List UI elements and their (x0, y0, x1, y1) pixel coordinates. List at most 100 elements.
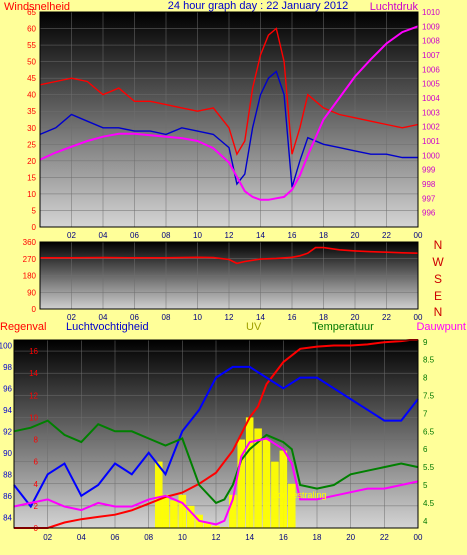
right-tick-label: 1003 (422, 108, 440, 117)
panel-multi: 0246810121416848688909294969810044.555.5… (0, 321, 466, 542)
left-tick-label: 55 (27, 41, 36, 50)
series-line-regenval (14, 339, 418, 529)
plot-border-1 (39, 11, 419, 228)
right-tick-label: 1009 (422, 22, 440, 31)
uv-bar (254, 428, 262, 528)
label-temperatuur: Temperatuur (312, 321, 374, 333)
left-tick-label: 5 (32, 206, 37, 215)
vocht-tick-label: 90 (3, 449, 12, 458)
series-3 (13, 339, 419, 529)
right-tick-label: 997 (422, 194, 436, 203)
x-tick-label: 12 (225, 313, 234, 322)
left-tick-label: 15 (27, 173, 36, 182)
regen-tick-label: 12 (29, 391, 38, 400)
uv-bar (237, 439, 246, 528)
x-tick-label: 14 (245, 533, 254, 542)
x-tick-label: 08 (144, 533, 153, 542)
ticks-3: 0246810121416848688909294969810044.555.5… (0, 338, 435, 542)
plot-border-3 (13, 339, 419, 529)
vocht-tick-label: 92 (3, 427, 12, 436)
compass-n-bottom: N (434, 305, 443, 319)
uv-bar (279, 450, 288, 528)
panel-wind-pressure: 0 5 10 15 20 25 30 35 40 45 50 55 60 65 02 04 06 08 10 12 14… (4, 0, 440, 240)
x-tick-label: 00 (414, 533, 423, 542)
ticks-1: 0 5 10 15 20 25 30 35 40 45 50 55 60 65 02 04 06 08 10 12 14… (27, 8, 440, 240)
right-tick-label: 1006 (422, 65, 440, 74)
regen-tick-label: 2 (34, 502, 39, 511)
label-uv: UV (246, 321, 262, 333)
x-tick-label: 04 (77, 533, 86, 542)
uv-bar (220, 526, 229, 528)
uv-bar (161, 494, 170, 528)
left-tick-label: 35 (27, 107, 36, 116)
direction-line (40, 246, 419, 265)
x-tick-label: 22 (380, 533, 389, 542)
label-luchtvochtigheid: Luchtvochtigheid (66, 321, 149, 333)
temp-tick-label: 5.5 (423, 463, 435, 472)
x-tick-label: 00 (414, 313, 423, 322)
series-line-dauwpunt (13, 437, 419, 526)
left-tick-label: 10 (27, 190, 36, 199)
temp-tick-label: 8.5 (423, 356, 435, 365)
regen-tick-label: 16 (29, 347, 38, 356)
x-tick-label: 06 (111, 533, 120, 542)
x-tick-label: 08 (162, 231, 171, 240)
uv-bar (170, 500, 178, 528)
left-tick-label: 60 (27, 25, 36, 34)
uv-bar (178, 494, 187, 528)
right-tick-label: 996 (422, 209, 436, 218)
series-line-luchtvochtigheid (13, 365, 419, 509)
left-tick-label: 65 (27, 8, 36, 17)
left-tick-label: 40 (27, 91, 36, 100)
series-2 (40, 246, 419, 265)
x-tick-label: 06 (130, 313, 139, 322)
uv-bar (229, 494, 237, 528)
x-tick-label: 16 (288, 231, 297, 240)
direction-tick-label: 0 (32, 305, 37, 314)
right-tick-label: 1005 (422, 80, 440, 89)
temp-tick-label: 7 (423, 409, 428, 418)
series-1 (39, 25, 419, 201)
x-tick-label: 20 (351, 313, 360, 322)
right-tick-label: 1000 (422, 151, 440, 160)
temp-tick-label: 5 (423, 481, 428, 490)
x-tick-label: 02 (67, 313, 76, 322)
x-tick-label: 04 (99, 231, 108, 240)
temp-tick-label: 7.5 (423, 392, 435, 401)
regen-tick-label: 10 (29, 413, 38, 422)
uv-bar (203, 522, 212, 528)
direction-tick-label: 90 (27, 288, 36, 297)
regen-tick-label: 6 (34, 458, 39, 467)
x-tick-label: 00 (414, 231, 423, 240)
x-tick-label: 10 (193, 313, 202, 322)
uv-bar (287, 483, 296, 528)
temp-tick-label: 6 (423, 445, 428, 454)
x-tick-label: 08 (162, 313, 171, 322)
x-tick-label: 02 (43, 533, 52, 542)
series-line-0 (39, 27, 419, 156)
label-dauwpunt: Dauwpunt (416, 321, 466, 333)
compass-s: S (434, 272, 442, 286)
x-tick-label: 22 (382, 231, 391, 240)
x-tick-label: 10 (193, 231, 202, 240)
compass-w: W (432, 255, 444, 269)
x-tick-label: 14 (256, 231, 265, 240)
plot-border-2 (39, 241, 419, 310)
x-tick-label: 02 (67, 231, 76, 240)
vocht-tick-label: 98 (3, 363, 12, 372)
label-regenval: Regenval (0, 321, 46, 333)
uv-bar (212, 525, 220, 528)
left-tick-label: 0 (32, 223, 37, 232)
left-tick-label: 30 (27, 124, 36, 133)
left-tick-label: 50 (27, 58, 36, 67)
series-line-1 (39, 70, 418, 188)
left-axis-label: Windsnelheid (4, 1, 70, 13)
uv-bar (271, 461, 279, 528)
temp-tick-label: 4 (423, 517, 428, 526)
ticks-2: 0 90 180 270 360 02 04 06 08 10 12 14 16 18 20 22 00 (23, 238, 423, 322)
vocht-tick-label: 100 (0, 341, 13, 350)
compass-n-top: N (434, 238, 443, 252)
temp-tick-label: 4.5 (423, 499, 435, 508)
x-tick-label: 12 (212, 533, 221, 542)
